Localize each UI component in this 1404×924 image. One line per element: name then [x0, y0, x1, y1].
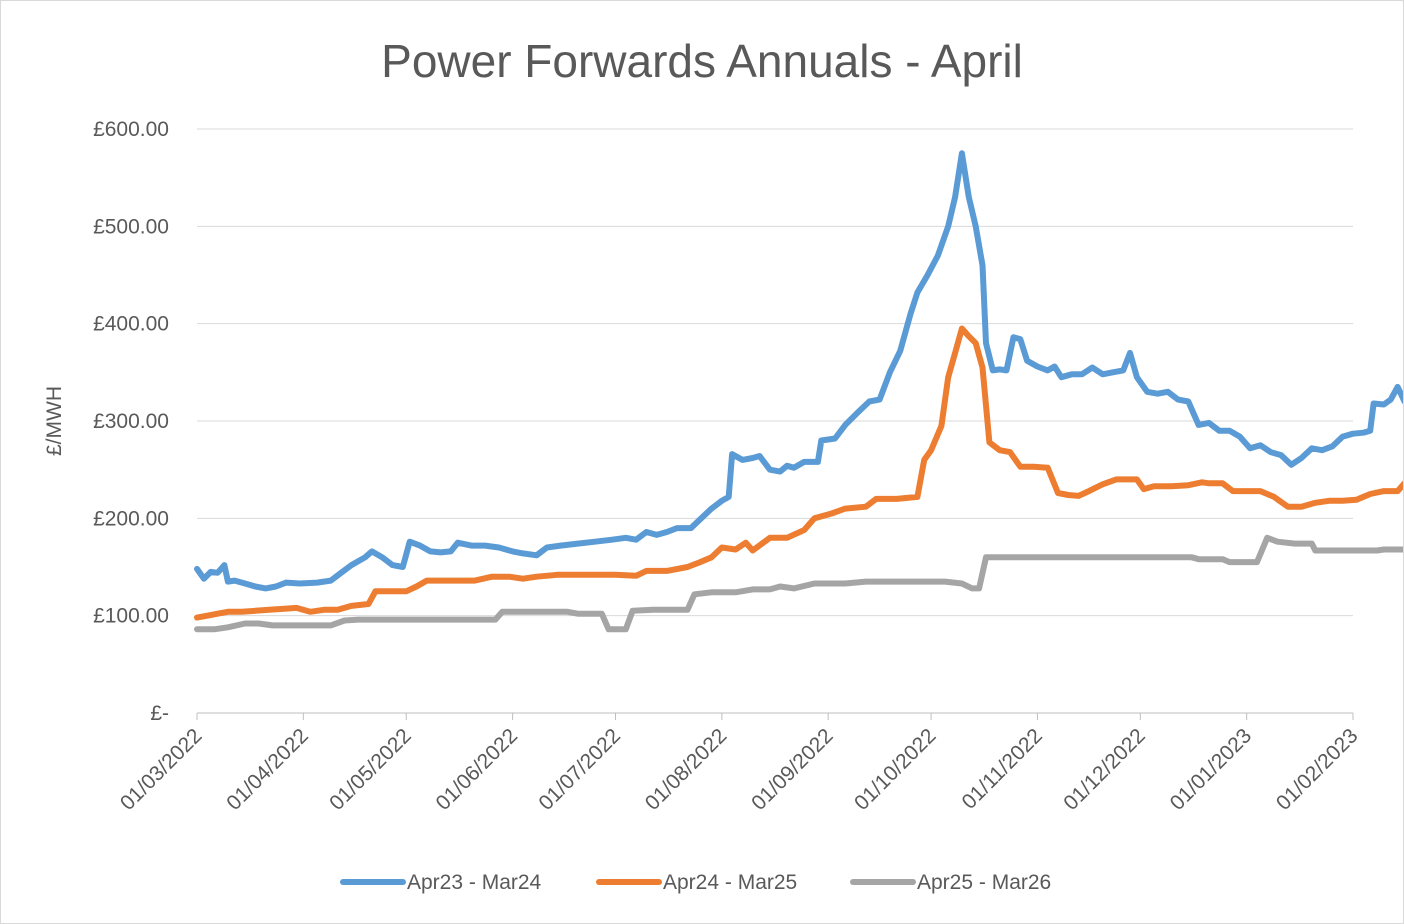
x-tick-label: 01/03/2022 — [116, 724, 207, 815]
x-tick-label: 01/07/2022 — [534, 724, 625, 815]
x-tick-label: 01/11/2022 — [957, 724, 1046, 813]
y-tick-label: £300.00 — [93, 410, 169, 433]
y-tick-label: £100.00 — [93, 605, 169, 628]
series-line-2 — [194, 325, 1403, 621]
series-line-3 — [194, 534, 1403, 633]
legend: Apr23 - Mar24 Apr24 - Mar25 Apr25 - Mar26 — [340, 871, 1051, 894]
x-tick-label: 01/04/2022 — [222, 724, 313, 815]
series-lines — [194, 150, 1403, 633]
x-tick-label: 01/02/2023 — [1272, 724, 1363, 815]
y-axis-ticks: £- £100.00 £200.00 £300.00 £400.00 £500.00 £60… — [93, 118, 169, 725]
x-axis-ticks: 01/03/2022 01/04/2022 01/05/2022 01/06/2022… — [116, 713, 1363, 815]
x-tick-label: 01/09/2022 — [747, 724, 838, 815]
chart-title: Power Forwards Annuals - April — [381, 35, 1023, 87]
y-tick-label: £200.00 — [93, 507, 169, 530]
y-axis-label: £/MWH — [43, 386, 66, 456]
x-tick-label: 01/08/2022 — [641, 724, 732, 815]
gridlines — [197, 128, 1353, 714]
x-tick-label: 01/01/2023 — [1166, 724, 1257, 815]
x-tick-label: 01/06/2022 — [432, 724, 523, 815]
x-tick-label: 01/10/2022 — [850, 724, 941, 815]
x-tick-label: 01/12/2022 — [1059, 724, 1150, 815]
y-tick-label: £400.00 — [93, 313, 169, 336]
legend-label: Apr24 - Mar25 — [663, 871, 797, 894]
y-tick-label: £500.00 — [93, 215, 169, 238]
legend-label: Apr25 - Mar26 — [917, 871, 1051, 894]
legend-label: Apr23 - Mar24 — [407, 871, 542, 894]
y-tick-label: £600.00 — [93, 118, 169, 141]
series-line-1 — [194, 150, 1403, 592]
x-tick-label: 01/05/2022 — [325, 724, 416, 815]
y-tick-label: £- — [150, 702, 169, 725]
